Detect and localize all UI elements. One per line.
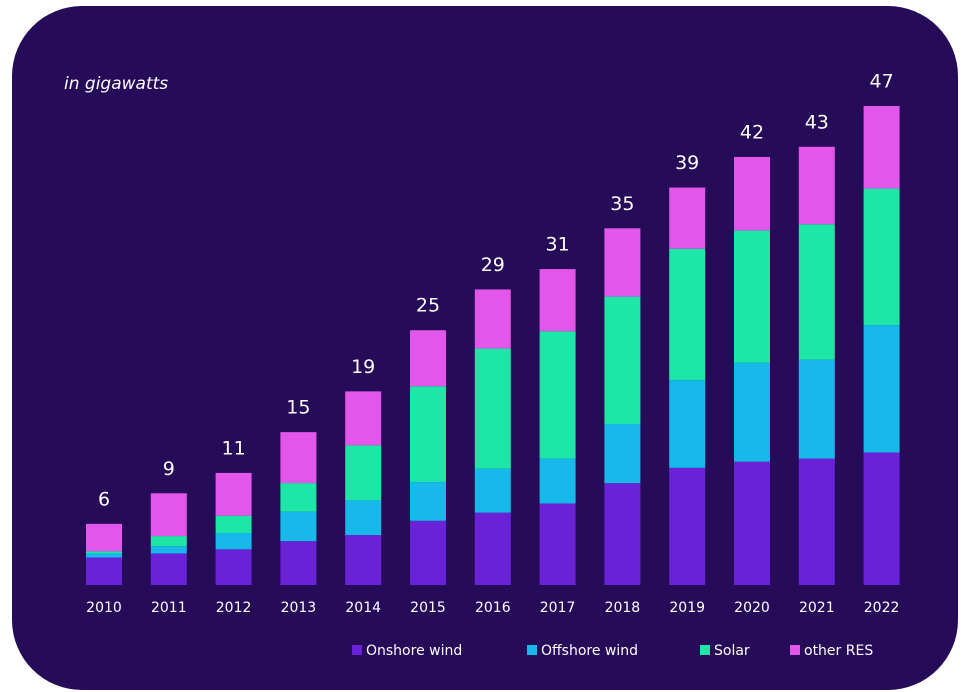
bar-segment — [798, 458, 835, 585]
bar-segment — [410, 330, 446, 387]
total-label: 6 — [98, 488, 110, 510]
bar-segment — [215, 515, 252, 534]
bar-segment — [604, 423, 641, 484]
bar-segment — [215, 549, 252, 585]
x-tick-label: 2013 — [281, 600, 317, 616]
bar-segment — [863, 106, 900, 189]
bar-segment — [474, 512, 511, 585]
bar-segment — [215, 533, 252, 550]
bar-segment — [410, 482, 446, 521]
bar-segment — [669, 187, 706, 249]
chart-subtitle: in gigawatts — [64, 74, 168, 94]
bar-segment — [410, 386, 446, 483]
total-label: 43 — [805, 111, 829, 133]
bar-segment — [86, 523, 122, 552]
x-tick-label: 2014 — [345, 600, 381, 616]
total-label: 15 — [286, 397, 310, 419]
legend-label: Onshore wind — [366, 643, 462, 659]
bar-segment — [734, 362, 770, 462]
legend-swatch — [790, 645, 800, 655]
total-label: 39 — [675, 152, 699, 174]
bar-segment — [669, 467, 706, 585]
bar-segment — [539, 331, 576, 459]
bar-segment — [539, 269, 576, 332]
x-tick-label: 2020 — [734, 600, 770, 616]
x-tick-label: 2011 — [151, 600, 187, 616]
total-label: 31 — [546, 234, 570, 256]
bar-segment — [734, 230, 770, 363]
bar-segment — [604, 228, 641, 297]
legend-label: Solar — [714, 643, 750, 659]
bar-segment — [734, 156, 770, 231]
bar-segment — [280, 511, 317, 542]
total-label: 42 — [740, 121, 764, 143]
bar-segment — [345, 445, 382, 501]
bar-segment — [280, 432, 317, 484]
legend-swatch — [352, 645, 362, 655]
x-tick-label: 2022 — [864, 600, 900, 616]
total-label: 47 — [870, 71, 894, 93]
bar-segment — [345, 535, 382, 585]
bar-segment — [345, 500, 382, 536]
bar-segment — [863, 325, 900, 453]
bar-segment — [410, 520, 446, 585]
bar-segment — [150, 536, 187, 547]
bar-segment — [539, 503, 576, 585]
bar-segment — [669, 380, 706, 468]
bar-segment — [474, 348, 511, 469]
bar-segment — [798, 359, 835, 459]
bar-segment — [798, 146, 835, 225]
total-label: 9 — [163, 458, 175, 480]
x-tick-label: 2019 — [669, 600, 705, 616]
x-tick-label: 2017 — [540, 600, 576, 616]
bar-segment — [86, 557, 122, 585]
bar-segment — [539, 458, 576, 504]
bar-segment — [86, 551, 122, 554]
bar-segment — [150, 493, 187, 537]
bar-segment — [798, 224, 835, 360]
x-tick-label: 2016 — [475, 600, 511, 616]
legend-label: other RES — [804, 643, 873, 659]
bar-segment — [734, 461, 770, 585]
bar-segment — [280, 541, 317, 585]
bar-segment — [215, 472, 252, 516]
bar-segment — [863, 452, 900, 585]
total-label: 19 — [351, 356, 375, 378]
bar-segment — [474, 289, 511, 349]
bar-segment — [345, 391, 382, 446]
bar-segment — [863, 188, 900, 326]
bar-segment — [280, 483, 317, 512]
bar-segment — [86, 553, 122, 558]
bar-segment — [604, 483, 641, 585]
bar-segment — [150, 553, 187, 585]
total-label: 11 — [222, 437, 246, 459]
total-label: 25 — [416, 295, 440, 317]
legend-swatch — [700, 645, 710, 655]
bar-segment — [474, 468, 511, 513]
x-tick-label: 2015 — [410, 600, 446, 616]
total-label: 29 — [481, 254, 505, 276]
bar-segment — [150, 546, 187, 554]
bar-segment — [604, 296, 641, 424]
x-tick-label: 2021 — [799, 600, 835, 616]
x-tick-label: 2012 — [216, 600, 252, 616]
x-tick-label: 2010 — [86, 600, 122, 616]
total-label: 35 — [610, 193, 634, 215]
x-tick-label: 2018 — [605, 600, 641, 616]
legend-swatch — [527, 645, 537, 655]
legend-label: Offshore wind — [541, 643, 638, 659]
bar-segment — [669, 248, 706, 381]
